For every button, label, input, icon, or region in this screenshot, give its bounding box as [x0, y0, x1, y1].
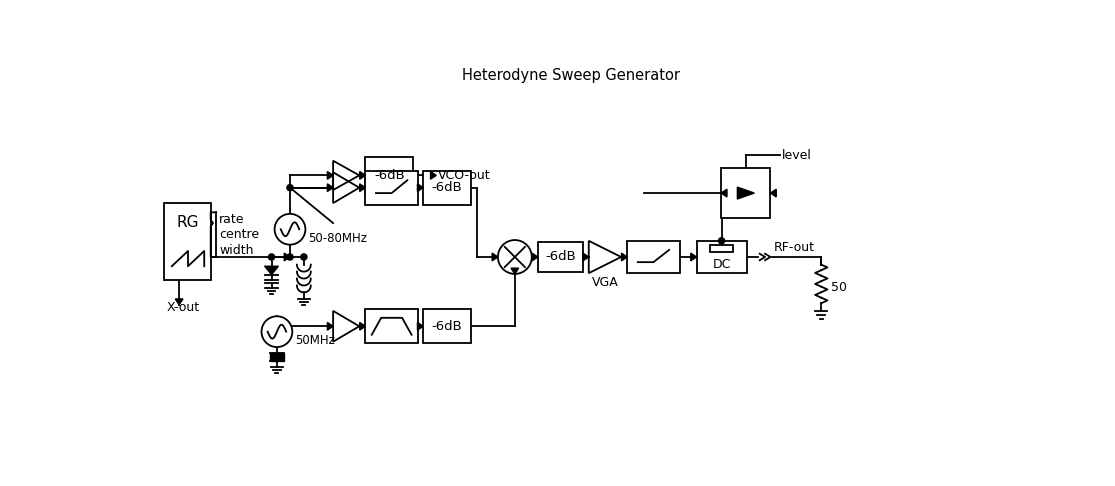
- Polygon shape: [583, 253, 589, 261]
- Polygon shape: [328, 322, 333, 330]
- Polygon shape: [511, 268, 518, 274]
- Polygon shape: [328, 172, 333, 179]
- Circle shape: [718, 238, 725, 244]
- Text: centre: centre: [220, 228, 260, 241]
- Text: -6dB: -6dB: [374, 169, 405, 182]
- Text: RF-out: RF-out: [774, 241, 815, 254]
- Text: rate: rate: [220, 213, 244, 226]
- Bar: [366, 310, 418, 343]
- Text: -6dB: -6dB: [545, 250, 575, 263]
- Polygon shape: [175, 299, 183, 305]
- Bar: [424, 310, 471, 343]
- Bar: [628, 241, 680, 273]
- Polygon shape: [621, 253, 628, 261]
- Text: 50: 50: [831, 281, 846, 295]
- Polygon shape: [430, 172, 436, 179]
- Polygon shape: [264, 266, 279, 275]
- Text: level: level: [782, 149, 812, 162]
- Text: DC: DC: [712, 258, 730, 271]
- Polygon shape: [492, 253, 498, 261]
- Bar: [697, 241, 747, 273]
- Bar: [537, 243, 583, 272]
- Text: width: width: [220, 243, 253, 257]
- Text: 50MHz: 50MHz: [295, 334, 336, 347]
- Polygon shape: [417, 184, 424, 191]
- Circle shape: [269, 254, 274, 260]
- Polygon shape: [737, 187, 755, 199]
- Text: Heterodyne Sweep Generator: Heterodyne Sweep Generator: [462, 68, 680, 83]
- Polygon shape: [532, 253, 537, 261]
- Bar: [424, 171, 471, 205]
- Circle shape: [287, 185, 293, 191]
- Text: -6dB: -6dB: [432, 320, 463, 333]
- Text: VCO-out: VCO-out: [438, 169, 491, 182]
- Bar: [710, 244, 733, 252]
- Polygon shape: [691, 253, 697, 261]
- Polygon shape: [770, 189, 776, 197]
- Polygon shape: [417, 322, 424, 330]
- Circle shape: [301, 254, 307, 260]
- Polygon shape: [721, 189, 727, 197]
- Text: RG: RG: [176, 215, 198, 230]
- Circle shape: [274, 214, 306, 244]
- Bar: [721, 168, 770, 219]
- Text: VGA: VGA: [592, 276, 619, 289]
- Circle shape: [287, 254, 293, 260]
- Bar: [270, 353, 284, 361]
- Circle shape: [262, 316, 292, 347]
- Polygon shape: [328, 184, 333, 191]
- Polygon shape: [284, 253, 290, 261]
- Polygon shape: [360, 184, 366, 191]
- Text: 50-80MHz: 50-80MHz: [309, 232, 368, 245]
- Circle shape: [498, 240, 532, 274]
- Text: X-out: X-out: [167, 301, 200, 314]
- Bar: [366, 157, 414, 194]
- Text: -6dB: -6dB: [432, 181, 463, 194]
- Bar: [366, 171, 418, 205]
- Polygon shape: [360, 322, 366, 330]
- Bar: [164, 203, 212, 280]
- Polygon shape: [360, 172, 366, 179]
